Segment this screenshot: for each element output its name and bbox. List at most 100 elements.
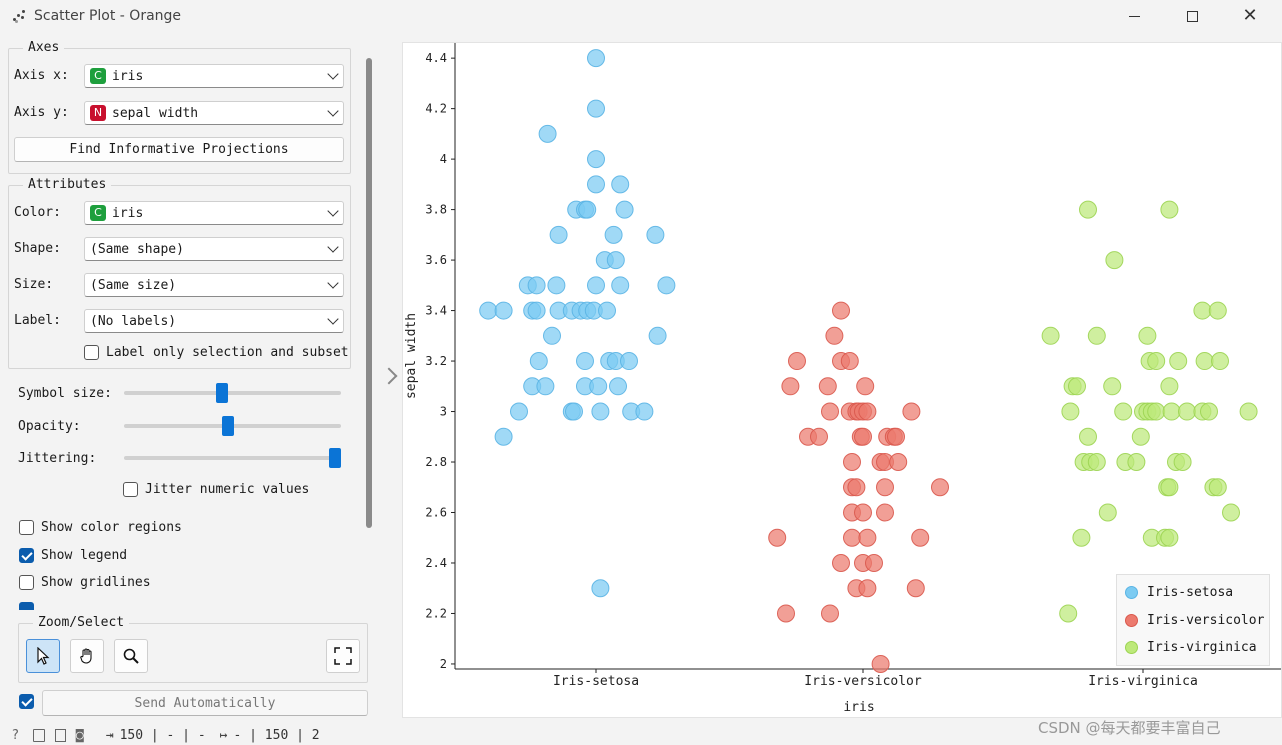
axes-group: Axes (8, 40, 351, 174)
send-automatically-checkbox[interactable] (19, 694, 41, 709)
label-combo[interactable]: (No labels) (84, 309, 344, 333)
data-point (611, 276, 630, 295)
data-point (1105, 251, 1124, 270)
data-point (818, 377, 837, 396)
plot-legend[interactable]: Iris-setosa Iris-versicolor Iris-virgini… (1116, 574, 1270, 666)
window-title: Scatter Plot - Orange (34, 8, 182, 24)
data-point (604, 225, 623, 244)
axis-x-combo[interactable]: C iris (84, 64, 344, 88)
chevron-down-icon (327, 105, 339, 117)
data-point (1059, 604, 1078, 623)
data-point (587, 49, 605, 68)
data-point (1160, 528, 1179, 547)
x-tick-label: Iris-virginica (1088, 674, 1198, 689)
data-point (510, 402, 528, 421)
plot-area[interactable]: 2 2.2 2.4 2.6 2.8 3 3.2 3.4 3.6 3.8 4 4.2 4.4 Iris-se… (402, 42, 1282, 718)
select-tool-button[interactable] (26, 639, 60, 673)
legend-dot (1125, 614, 1138, 627)
data-point (876, 503, 894, 522)
pan-tool-button[interactable] (70, 639, 104, 673)
axes-group-title: Axes (23, 40, 65, 55)
reset-zoom-button[interactable] (326, 639, 360, 673)
data-point (576, 352, 594, 371)
show-gridlines-checkbox[interactable]: Show gridlines (19, 575, 151, 590)
data-point (538, 124, 557, 143)
data-point (565, 402, 583, 421)
save-icon[interactable] (32, 729, 45, 742)
show-color-regions-checkbox[interactable]: Show color regions (19, 520, 182, 535)
y-tick-label: 3.8 (425, 203, 447, 217)
legend-item-virginica: Iris-virginica (1125, 640, 1257, 655)
y-tick-label: 3.4 (425, 304, 447, 318)
data-point (543, 326, 561, 345)
data-point (1193, 301, 1212, 320)
collapse-panel-icon[interactable] (380, 367, 398, 385)
shape-label: Shape: (14, 241, 61, 256)
show-legend-checkbox[interactable]: Show legend (19, 548, 127, 563)
data-point (547, 276, 566, 295)
data-point (1208, 301, 1227, 320)
legend-dot (1125, 641, 1138, 654)
show-color-regions-text: Show color regions (41, 520, 182, 535)
data-point (1072, 528, 1091, 547)
axis-y-combo[interactable]: N sepal width (84, 101, 344, 125)
color-combo[interactable]: C iris (84, 201, 344, 225)
data-point (1098, 503, 1117, 522)
opacity-slider[interactable] (222, 416, 235, 436)
data-point (1114, 402, 1133, 421)
data-point (1160, 377, 1179, 396)
left-panel-scrollbar[interactable] (366, 58, 372, 528)
data-point (1079, 200, 1097, 219)
data-point (876, 478, 894, 497)
data-point (657, 276, 676, 295)
data-point (1195, 352, 1214, 371)
size-combo[interactable]: (Same size) (84, 273, 344, 297)
axis-x-label: Axis x: (14, 68, 69, 83)
scatter-plot-chart[interactable]: 2 2.2 2.4 2.6 2.8 3 3.2 3.4 3.6 3.8 4 4.2 4.4 Iris-se… (403, 43, 1281, 717)
symbol-size-track[interactable] (124, 391, 341, 395)
data-point (843, 453, 861, 472)
close-button[interactable]: ✕ (1220, 0, 1280, 32)
data-point (589, 377, 608, 396)
title-bar: Scatter Plot - Orange (0, 0, 1282, 32)
data-point (865, 553, 883, 572)
data-point (620, 352, 638, 371)
attributes-group-title: Attributes (23, 177, 112, 192)
chevron-down-icon (327, 241, 339, 253)
data-point (858, 579, 877, 598)
jittering-track[interactable] (124, 456, 341, 460)
data-point (1169, 352, 1188, 371)
data-point (832, 301, 850, 320)
data-point (587, 175, 605, 194)
zoom-tool-button[interactable] (114, 639, 148, 673)
status-bar: ? ◙ ⇥ 150 | - | - ↦ - | 150 | 2 (0, 726, 400, 745)
camera-icon[interactable]: ◙ (75, 728, 84, 743)
chevron-down-icon (327, 277, 339, 289)
shape-combo[interactable]: (Same shape) (84, 237, 344, 261)
x-tick-label: Iris-versicolor (804, 674, 922, 689)
data-point (494, 301, 513, 320)
partially-hidden-checkbox[interactable] (19, 602, 34, 610)
jittering-slider[interactable] (329, 448, 341, 468)
send-automatically-button[interactable]: Send Automatically (42, 690, 368, 716)
maximize-button[interactable] (1162, 0, 1222, 32)
report-icon[interactable] (54, 729, 66, 742)
data-point (1211, 352, 1229, 371)
jitter-numeric-checkbox[interactable]: Jitter numeric values (123, 482, 309, 497)
opacity-label: Opacity: (18, 419, 81, 434)
color-label: Color: (14, 205, 61, 220)
data-point (858, 402, 877, 421)
data-point (840, 352, 859, 371)
y-tick-label: 4.4 (425, 51, 447, 65)
symbol-size-slider[interactable] (216, 383, 229, 403)
data-point (1147, 352, 1166, 371)
minimize-button[interactable] (1104, 0, 1164, 32)
label-only-selection-checkbox[interactable]: Label only selection and subset (84, 345, 349, 360)
data-point (587, 150, 605, 169)
zoom-select-group: Zoom/Select (18, 615, 368, 683)
y-tick-label: 4.2 (425, 102, 447, 116)
help-icon[interactable]: ? (12, 728, 19, 743)
find-informative-projections-button[interactable]: Find Informative Projections (14, 137, 344, 162)
data-point (1087, 453, 1106, 472)
x-tick-label: Iris-setosa (553, 674, 639, 689)
